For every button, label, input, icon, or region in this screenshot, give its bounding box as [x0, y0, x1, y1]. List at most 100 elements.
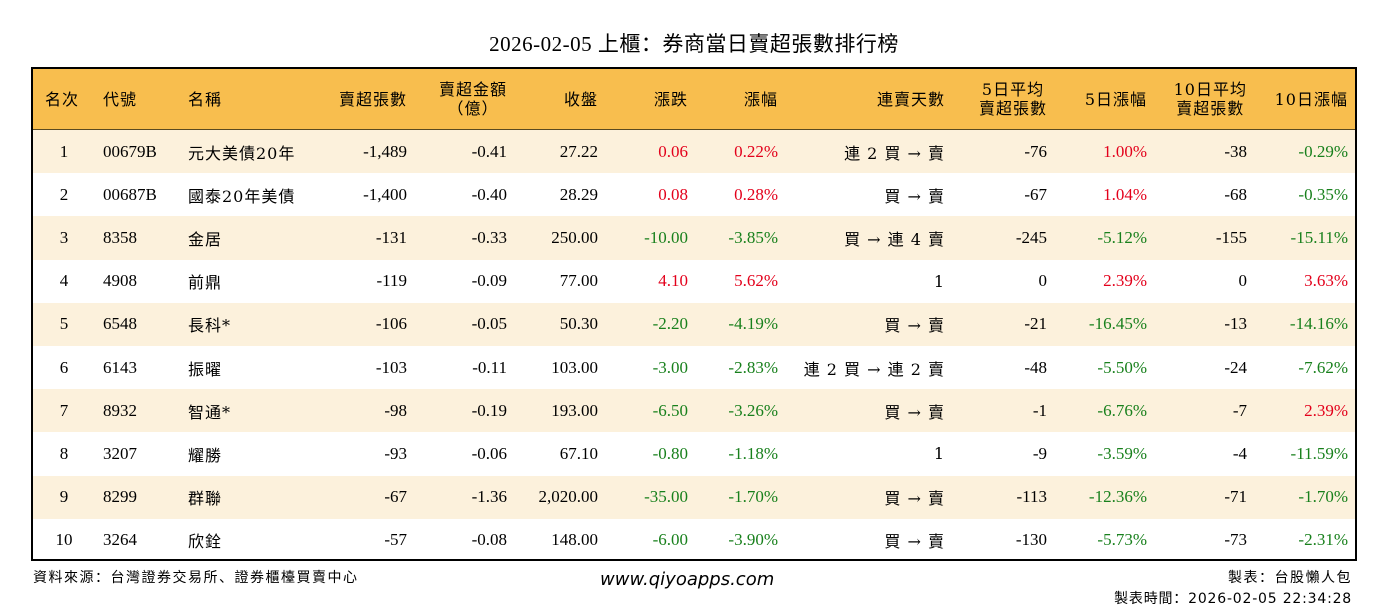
cell-net-sell-amount: -0.05: [471, 314, 507, 334]
cell-chg10-pct: -14.16%: [1289, 314, 1348, 334]
cell-net-sell-lots: -93: [384, 443, 407, 463]
cell-change-pct: -3.26%: [728, 400, 778, 420]
cell-close: 148.00: [551, 530, 598, 550]
cell-chg5-pct: -16.45%: [1088, 314, 1147, 334]
data-source: 資料來源：台灣證券交易所、證券櫃檯買賣中心: [33, 570, 359, 586]
cell-close: 67.10: [559, 443, 598, 463]
cell-net-sell-amount: -0.40: [471, 184, 507, 204]
cell-code: 3207: [103, 443, 137, 463]
cell-avg10-net-sell: -7: [1232, 400, 1247, 420]
column-header-net-sell-lots: 賣超張數: [338, 89, 407, 109]
cell-sell-streak: 買 → 賣: [884, 532, 945, 552]
cell-net-sell-lots: -119: [376, 271, 407, 291]
cell-name: 智通*: [188, 402, 232, 422]
cell-change: 4.10: [658, 271, 688, 291]
cell-change-pct: -1.18%: [728, 443, 778, 463]
cell-chg5-pct: -12.36%: [1088, 487, 1147, 507]
column-header-chg5-pct: 5日漲幅: [1084, 89, 1147, 109]
cell-chg5-pct: -5.73%: [1097, 530, 1147, 550]
cell-change: -10.00: [644, 227, 688, 247]
cell-code: 00679B: [103, 141, 157, 161]
cell-net-sell-lots: -1,400: [363, 184, 407, 204]
cell-change: -2.20: [652, 314, 688, 334]
cell-chg10-pct: -7.62%: [1298, 357, 1348, 377]
website-link[interactable]: www.qiyoapps.com: [600, 569, 775, 590]
cell-rank: 9: [59, 487, 69, 507]
column-header-rank: 名次: [45, 89, 80, 109]
cell-net-sell-amount: -0.11: [472, 357, 507, 377]
cell-change: -35.00: [644, 487, 688, 507]
column-header-chg10-pct: 10日漲幅: [1274, 89, 1348, 109]
cell-sell-streak: 1: [933, 271, 945, 291]
cell-sell-streak: 買 → 賣: [884, 186, 945, 206]
cell-name: 長科*: [188, 316, 232, 336]
cell-chg10-pct: -11.59%: [1290, 443, 1348, 463]
cell-code: 8932: [103, 400, 137, 420]
cell-chg5-pct: -3.59%: [1097, 443, 1147, 463]
cell-code: 3264: [103, 530, 137, 550]
cell-chg10-pct: -2.31%: [1298, 530, 1348, 550]
cell-rank: 6: [59, 357, 69, 377]
cell-avg10-net-sell: -155: [1215, 227, 1247, 247]
cell-avg5-net-sell: -245: [1015, 227, 1047, 247]
cell-chg5-pct: -5.12%: [1097, 227, 1147, 247]
cell-change-pct: 0.22%: [734, 141, 778, 161]
cell-close: 28.29: [559, 184, 598, 204]
column-header-change-pct: 漲幅: [743, 89, 778, 109]
cell-net-sell-lots: -67: [384, 487, 407, 507]
cell-chg5-pct: -6.76%: [1097, 400, 1147, 420]
cell-avg5-net-sell: -130: [1015, 530, 1047, 550]
table-row[interactable]: 8 3207 耀勝 -93 -0.06 67.10 -0.80 -1.18% 1 -9 -3.59%…: [33, 432, 1355, 475]
cell-close: 50.30: [559, 314, 598, 334]
cell-rank: 8: [59, 443, 69, 463]
table-row[interactable]: 9 8299 群聯 -67 -1.36 2,020.00 -35.00 -1.70% 買 → 賣…: [33, 475, 1355, 519]
table-row[interactable]: 4 4908 前鼎 -119 -0.09 77.00 4.10 5.62% 1 0 2.39% 0 3.…: [33, 260, 1355, 303]
table-row[interactable]: 5 6548 長科* -106 -0.05 50.30 -2.20 -4.19% 買 → 賣 -2…: [33, 302, 1355, 346]
cell-change: -6.50: [652, 400, 688, 420]
cell-sell-streak: 買 → 連 4 賣: [844, 229, 945, 249]
column-header-sell-streak: 連賣天數: [876, 89, 945, 109]
cell-rank: 4: [59, 271, 69, 291]
cell-avg5-net-sell: -76: [1024, 141, 1047, 161]
cell-net-sell-lots: -131: [375, 227, 407, 247]
cell-name: 欣銓: [188, 532, 223, 552]
column-header-close: 收盤: [563, 89, 598, 109]
cell-close: 27.22: [559, 141, 598, 161]
table-row[interactable]: 6 6143 振曜 -103 -0.11 103.00 -3.00 -2.83% 連 2 買 →…: [33, 346, 1355, 389]
cell-code: 00687B: [103, 184, 157, 204]
cell-name: 振曜: [188, 359, 223, 379]
cell-close: 193.00: [551, 400, 598, 420]
cell-chg10-pct: -0.29%: [1298, 141, 1348, 161]
column-header-avg10-net-sell: 10日平均 賣超張數: [1173, 80, 1247, 118]
column-header-net-sell-amount: 賣超金額 （億）: [438, 80, 507, 118]
cell-sell-streak: 1: [933, 444, 945, 464]
cell-rank: 1: [59, 141, 69, 161]
column-header-name: 名稱: [188, 89, 223, 109]
cell-code: 8358: [103, 227, 137, 247]
cell-avg5-net-sell: 0: [1038, 271, 1048, 291]
cell-sell-streak: 買 → 賣: [884, 316, 945, 336]
cell-change-pct: -3.85%: [728, 227, 778, 247]
cell-avg5-net-sell: -9: [1032, 443, 1047, 463]
cell-net-sell-amount: -0.19: [471, 400, 507, 420]
table-row[interactable]: 1 00679B 元大美債20年 -1,489 -0.41 27.22 0.06 0.22% 連…: [33, 130, 1355, 174]
column-header-code: 代號: [103, 89, 138, 109]
cell-rank: 10: [55, 530, 73, 550]
table-header: 名次 代號 名稱 賣超張數 賣超金額 （億） 收盤 漲跌 漲幅 連賣天數 5日平均 賣超張數 5日漲…: [33, 69, 1355, 130]
cell-net-sell-lots: -57: [384, 530, 407, 550]
cell-avg10-net-sell: -38: [1224, 141, 1247, 161]
cell-net-sell-lots: -106: [375, 314, 407, 334]
cell-avg5-net-sell: -48: [1024, 357, 1047, 377]
cell-net-sell-amount: -1.36: [471, 487, 507, 507]
cell-chg5-pct: 1.04%: [1103, 184, 1147, 204]
table-row[interactable]: 10 3264 欣銓 -57 -0.08 148.00 -6.00 -3.90% 買 → 賣 -1…: [33, 519, 1355, 562]
cell-chg10-pct: -15.11%: [1290, 227, 1348, 247]
cell-rank: 3: [59, 227, 69, 247]
cell-change: -0.80: [652, 443, 688, 463]
cell-chg10-pct: 3.63%: [1304, 271, 1348, 291]
cell-close: 77.00: [559, 271, 598, 291]
table-row[interactable]: 3 8358 金居 -131 -0.33 250.00 -10.00 -3.85% 買 → 連 …: [33, 216, 1355, 260]
table-row[interactable]: 2 00687B 國泰20年美債 -1,400 -0.40 28.29 0.08 0.28% 買…: [33, 173, 1355, 216]
cell-change-pct: -3.90%: [728, 530, 778, 550]
table-row[interactable]: 7 8932 智通* -98 -0.19 193.00 -6.50 -3.26% 買 → 賣 -1…: [33, 389, 1355, 433]
